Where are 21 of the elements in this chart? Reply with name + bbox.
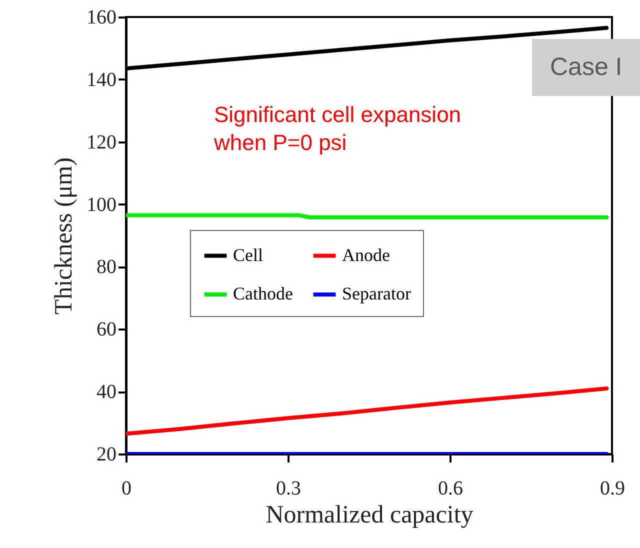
annotation: Case I: [532, 39, 640, 96]
x-tick-label: 0: [122, 478, 132, 500]
x-axis-title: Normalized capacity: [266, 502, 474, 528]
legend-label: Cathode: [233, 284, 293, 304]
legend-label: Cell: [233, 244, 263, 265]
y-axis-title: Thickness (μm): [50, 157, 78, 315]
y-tick-label: 160: [86, 6, 116, 28]
line-series: [126, 386, 609, 436]
x-tick-label: 0.9: [600, 478, 625, 500]
y-tick-label: 80: [96, 256, 116, 278]
y-tick-label: 40: [96, 381, 116, 404]
y-tick-label: 100: [86, 194, 116, 216]
y-tick-label: 120: [86, 131, 116, 154]
x-tick-label: 0.6: [438, 478, 463, 500]
y-tick-label: 140: [86, 68, 116, 91]
y-tick-label: 20: [96, 444, 116, 466]
legend-label: Anode: [342, 244, 390, 265]
x-tick-label: 0.3: [276, 478, 301, 500]
legend-label: Separator: [342, 284, 411, 304]
annotation: Significant cell expansion when P=0 psi: [213, 102, 462, 155]
y-tick-label: 60: [96, 318, 116, 341]
